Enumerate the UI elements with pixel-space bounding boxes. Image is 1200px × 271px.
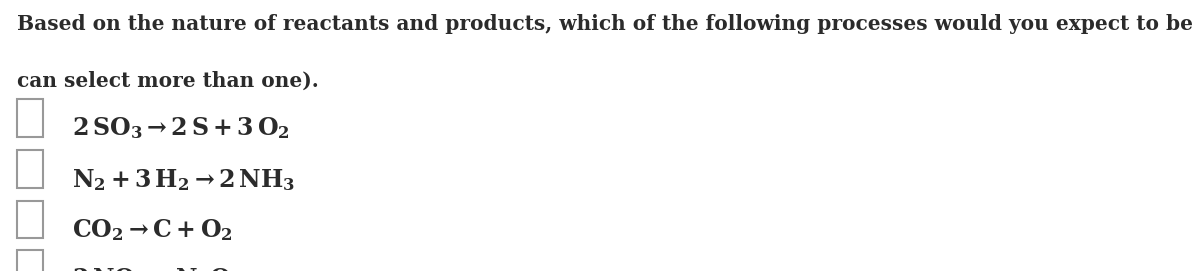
Text: $\mathbf{N_2 + 3\,H_2 \rightarrow 2\,NH_3}$: $\mathbf{N_2 + 3\,H_2 \rightarrow 2\,NH_… <box>72 167 295 193</box>
FancyBboxPatch shape <box>17 250 43 271</box>
Text: $\mathbf{2\,NO_2 \rightarrow N_2O_4}$: $\mathbf{2\,NO_2 \rightarrow N_2O_4}$ <box>72 266 244 271</box>
FancyBboxPatch shape <box>17 150 43 188</box>
Text: $\mathbf{2\,SO_3 \rightarrow 2\,S + 3\,O_2}$: $\mathbf{2\,SO_3 \rightarrow 2\,S + 3\,O… <box>72 115 290 141</box>
Text: $\mathbf{CO_2 \rightarrow C + O_2}$: $\mathbf{CO_2 \rightarrow C + O_2}$ <box>72 217 233 243</box>
Text: can select more than one).: can select more than one). <box>17 70 318 91</box>
Text: Based on the nature of reactants and products, which of the following processes : Based on the nature of reactants and pro… <box>17 14 1200 34</box>
FancyBboxPatch shape <box>17 201 43 238</box>
FancyBboxPatch shape <box>17 99 43 137</box>
